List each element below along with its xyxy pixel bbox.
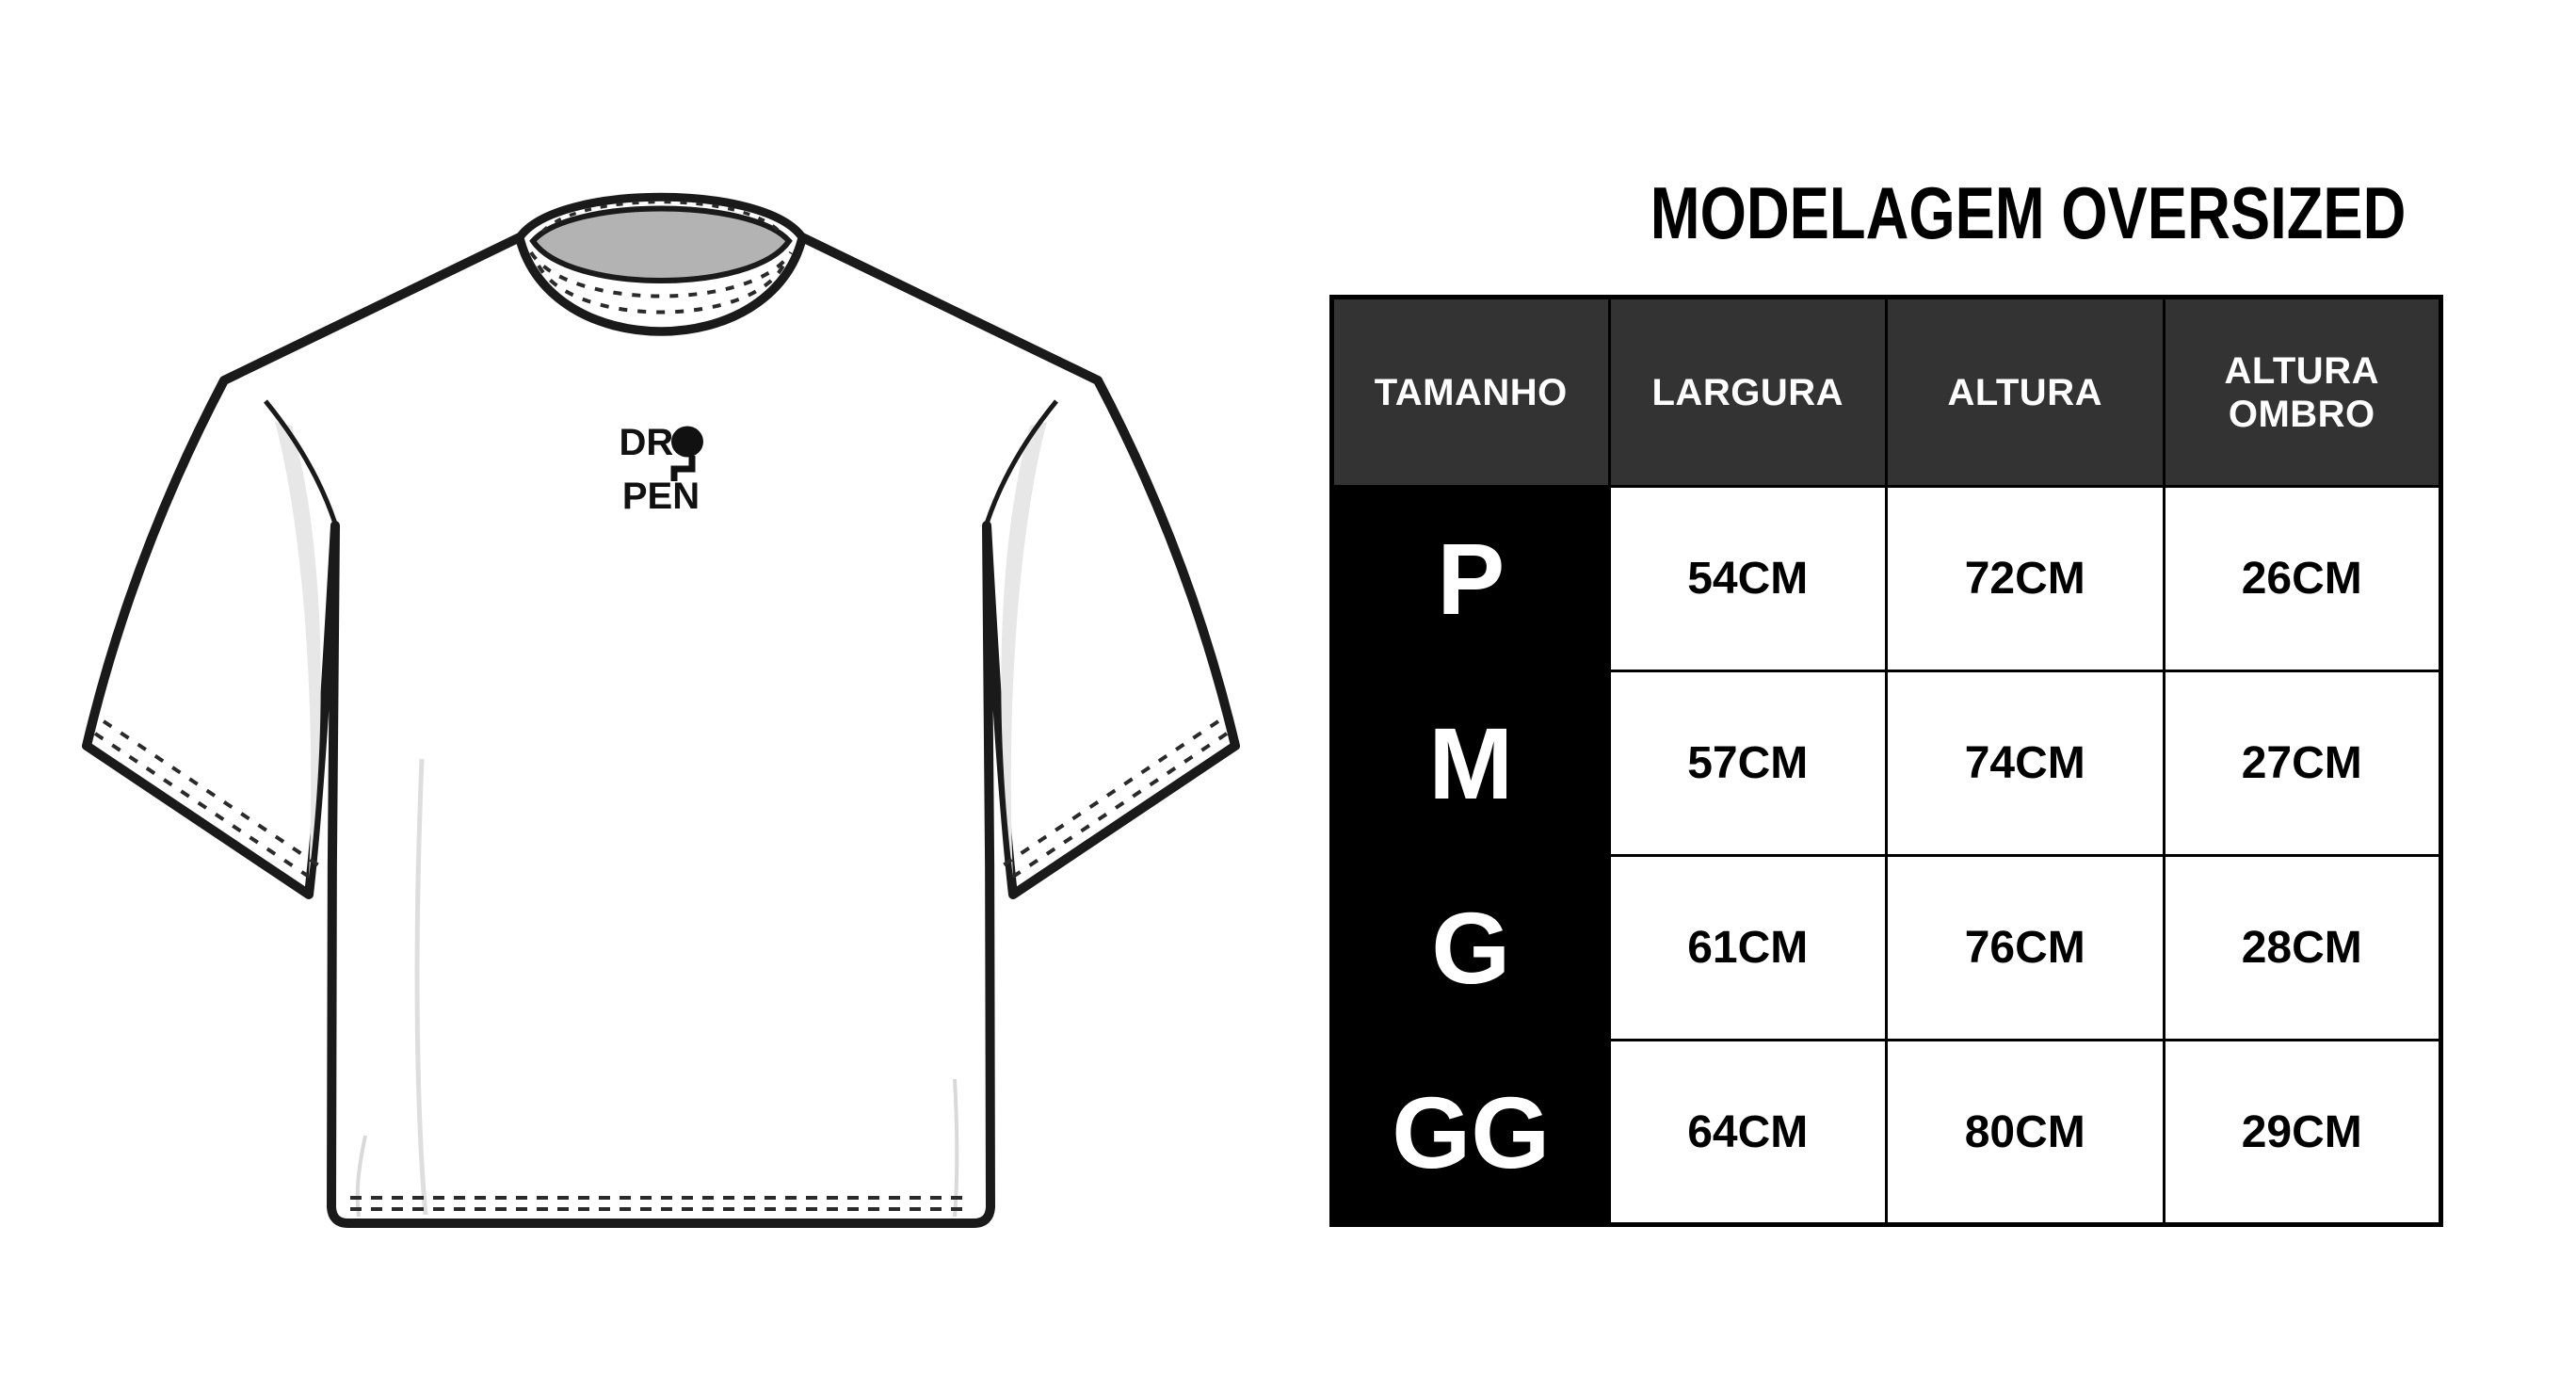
size-cell-p: P [1330, 485, 1611, 672]
right-sleeve-shading [1001, 422, 1047, 878]
left-sleeve-shading [275, 422, 321, 878]
largura-cell-gg: 64CM [1607, 1039, 1888, 1226]
right-sleeve-hem-stitches [994, 719, 1229, 884]
size-cell-m: M [1330, 670, 1611, 857]
altura-cell-m: 74CM [1885, 670, 2165, 857]
left-sleeve-hem-stitches [93, 719, 328, 884]
header-row: TAMANHO LARGURA ALTURA ALTURA OMBRO [1330, 296, 2442, 488]
collar-stitches [529, 200, 793, 315]
bottom-hem-stitches [350, 1196, 972, 1211]
brand-logo: DRO PEN [620, 422, 703, 517]
altura-cell-gg: 80CM [1885, 1039, 2165, 1226]
logo-line-2: PEN [622, 476, 700, 517]
size-table-header: TAMANHO LARGURA ALTURA ALTURA OMBRO [1330, 296, 2442, 488]
collar-inner-back [529, 205, 793, 283]
size-cell-g: G [1330, 854, 1611, 1041]
body-crease-bottom-right [953, 1078, 959, 1218]
logo-connector [670, 456, 696, 481]
altura-ombro-cell-m: 27CM [2162, 670, 2442, 857]
altura-cell-p: 72CM [1885, 485, 2165, 672]
size-cell-gg: GG [1330, 1039, 1611, 1226]
col-header-altura-ombro: ALTURA OMBRO [2162, 296, 2442, 488]
tshirt-body-outline [82, 233, 1240, 1228]
left-armhole-seam [264, 399, 338, 525]
tshirt-illustration: DRO PEN [82, 192, 1240, 1228]
logo-o-fill [671, 426, 703, 458]
table-row-p: P 54CM 72CM 26CM [1330, 485, 2442, 672]
body-crease-left [414, 758, 428, 1216]
size-chart-title: MODELAGEM OVERSIZED [1650, 172, 2407, 255]
table-row-gg: GG 64CM 80CM 29CM [1330, 1039, 2442, 1226]
altura-ombro-cell-g: 28CM [2162, 854, 2442, 1041]
altura-ombro-cell-gg: 29CM [2162, 1039, 2442, 1226]
largura-cell-m: 57CM [1607, 670, 1888, 857]
altura-ombro-cell-p: 26CM [2162, 485, 2442, 672]
largura-cell-p: 54CM [1607, 485, 1888, 672]
right-armhole-seam [984, 399, 1058, 525]
altura-cell-g: 76CM [1885, 854, 2165, 1041]
col-header-tamanho: TAMANHO [1330, 296, 1611, 488]
table-row-m: M 57CM 74CM 27CM [1330, 670, 2442, 857]
size-chart-table: TAMANHO LARGURA ALTURA ALTURA OMBRO P 54… [1329, 295, 2443, 1227]
col-header-altura: ALTURA [1885, 296, 2165, 488]
largura-cell-g: 61CM [1607, 854, 1888, 1041]
table-row-g: G 61CM 76CM 28CM [1330, 854, 2442, 1041]
col-header-largura: LARGURA [1607, 296, 1888, 488]
